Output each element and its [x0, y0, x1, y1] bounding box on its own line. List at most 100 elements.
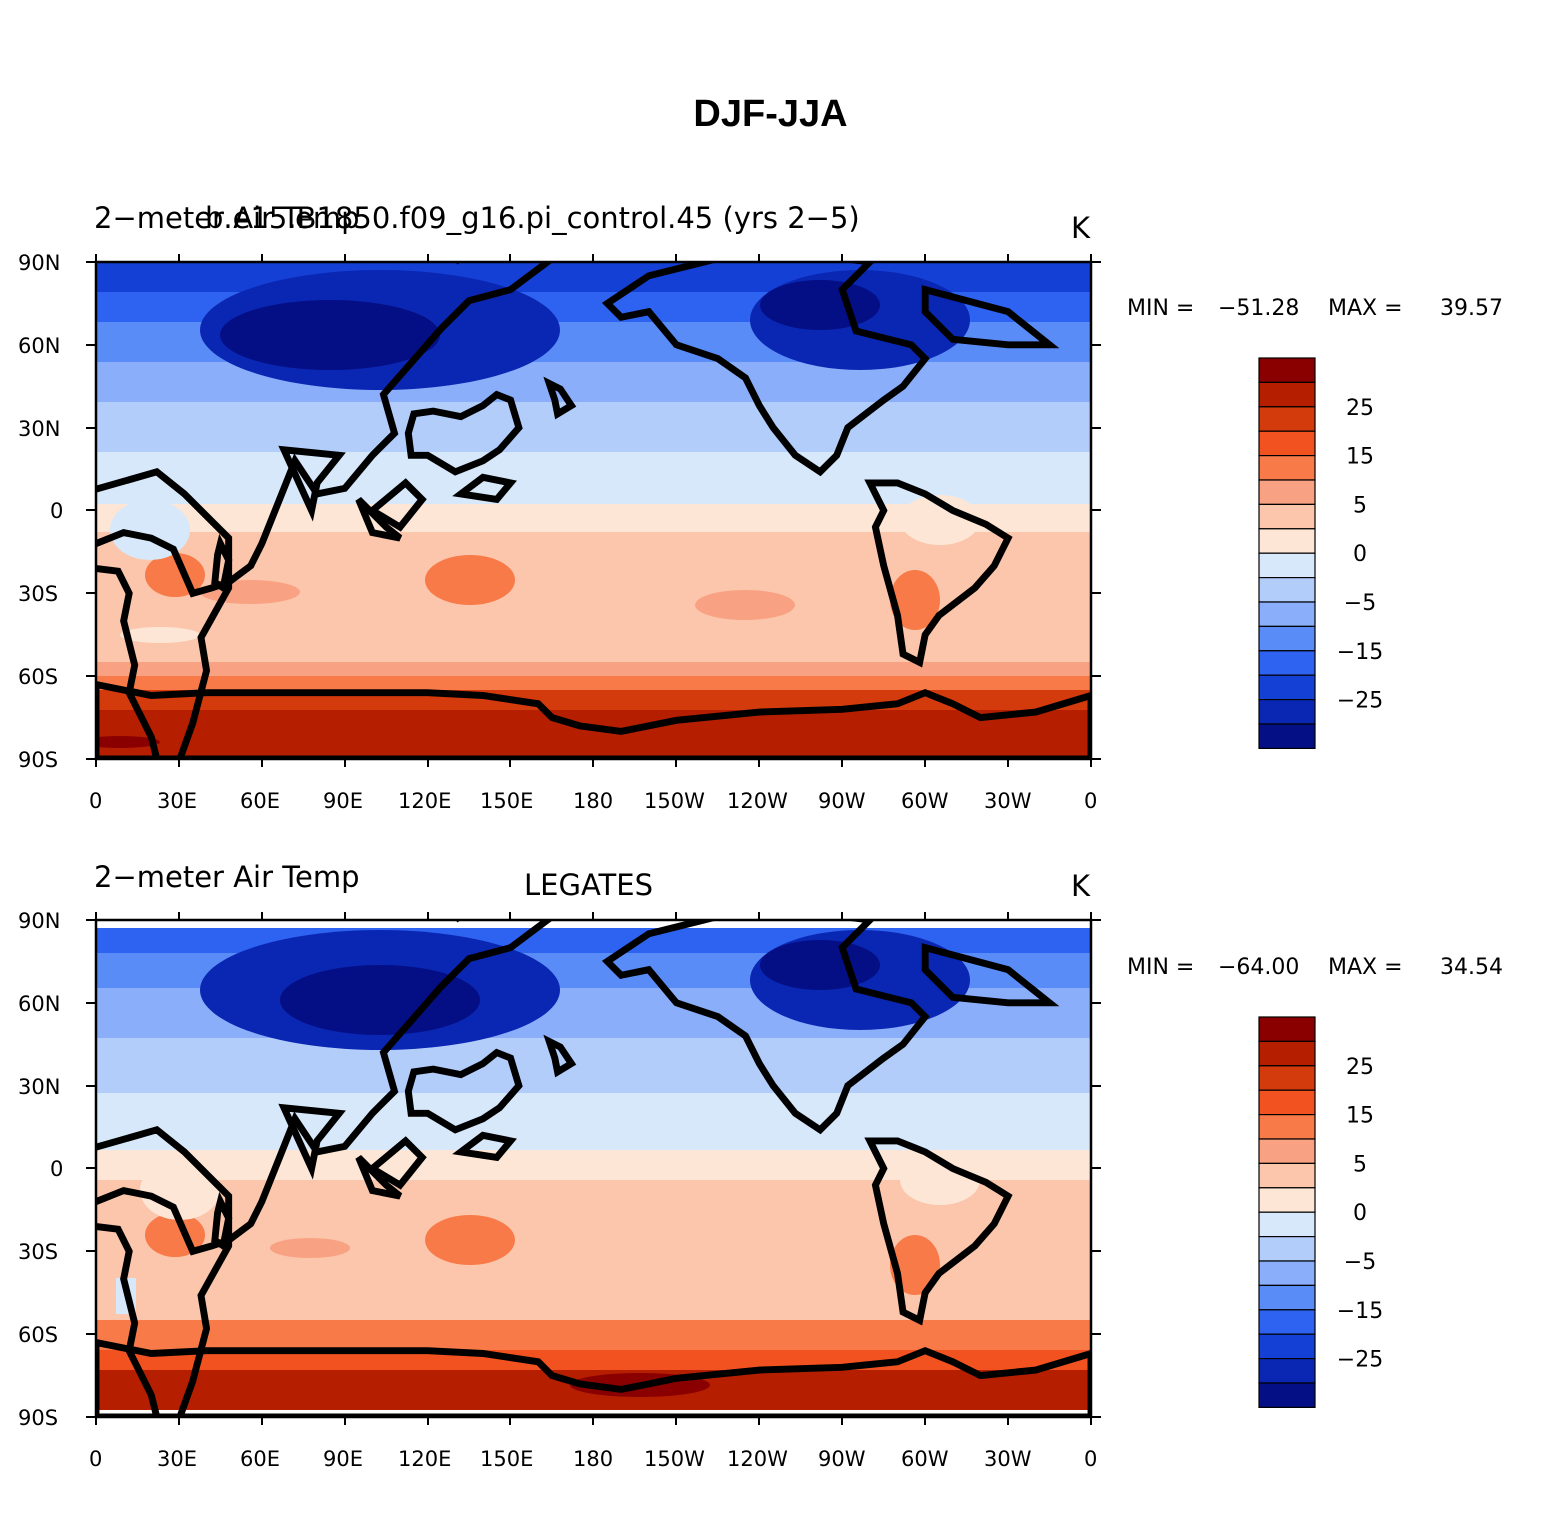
lon-label: 30E [157, 1447, 197, 1471]
panel2-min-value: −64.00 [1218, 955, 1300, 980]
colorbar-swatch [1258, 1162, 1316, 1189]
panel1-case-title: b.e15.B1850.f09_g16.pi_control.45 (yrs 2… [205, 201, 860, 235]
colorbar-label: 5 [1353, 1152, 1367, 1177]
temperature-field [96, 920, 1091, 1417]
map-panel-model [86, 254, 1101, 767]
colorbar-swatch [1258, 576, 1316, 603]
axis-ticks [86, 254, 1101, 767]
colorbar-swatch [1258, 601, 1316, 627]
lon-label: 120W [727, 1447, 788, 1471]
colorbar-label: 15 [1346, 1104, 1374, 1129]
colorbar-label: 25 [1346, 396, 1374, 421]
colorbar-swatch [1258, 1333, 1316, 1360]
lon-label: 60E [240, 1447, 280, 1471]
colorbar-swatch [1258, 698, 1316, 725]
panel1-max-value: 39.57 [1440, 296, 1503, 321]
colorbar-swatch [1258, 625, 1316, 652]
colorbar-swatch [1258, 406, 1316, 432]
lat-label: 30S [18, 1240, 59, 1264]
lon-label: 30W [984, 789, 1032, 813]
lon-label: 0 [89, 1447, 103, 1471]
lon-label: 120E [398, 789, 452, 813]
lon-label: 0 [1084, 789, 1098, 813]
lat-label: 30N [18, 1075, 61, 1099]
colorbar-swatch [1258, 1089, 1316, 1116]
colorbar-swatch [1258, 1309, 1316, 1335]
colorbar-swatch [1258, 430, 1316, 457]
colorbar-label: −15 [1337, 1299, 1383, 1324]
lon-label: 150E [480, 1447, 534, 1471]
colorbar-swatch [1258, 381, 1316, 408]
lat-label: 60S [18, 665, 59, 689]
lon-label: 180 [573, 789, 614, 813]
lat-label: 30S [18, 582, 59, 606]
colorbar-swatch [1258, 674, 1316, 701]
colorbar-label: −25 [1337, 689, 1383, 714]
lat-label: 90S [18, 748, 59, 772]
lon-label: 150W [644, 1447, 705, 1471]
colorbar-swatch [1258, 503, 1316, 530]
colorbar-label: 25 [1346, 1055, 1374, 1080]
colorbar-label: −15 [1337, 640, 1383, 665]
colorbar-swatch [1258, 1382, 1316, 1408]
colorbar-swatch [1258, 723, 1316, 749]
lon-label: 60W [901, 789, 949, 813]
lon-label: 120W [727, 789, 788, 813]
colorbar-swatch [1258, 1187, 1316, 1213]
colorbar-obs: 25 15 5 0 −5 −15 −25 [1258, 1016, 1383, 1408]
colorbar-swatch [1258, 650, 1316, 676]
lat-label: 90S [18, 1406, 59, 1430]
lat-label: 60N [18, 334, 61, 358]
lat-label: 90N [18, 909, 61, 933]
lat-label: 0 [50, 1157, 64, 1181]
lat-label: 60N [18, 992, 61, 1016]
panel1-variable-title: 2−meter Air Temp [94, 201, 360, 235]
lon-label: 30E [157, 789, 197, 813]
colorbar-swatch [1258, 1284, 1316, 1311]
colorbar-swatch [1258, 552, 1316, 579]
colorbar-swatch [1258, 357, 1316, 383]
panel1-units: K [1071, 211, 1091, 245]
colorbar-swatch [1258, 1016, 1316, 1042]
lon-label: 30W [984, 1447, 1032, 1471]
colorbar-swatch [1258, 1260, 1316, 1286]
colorbar-swatch [1258, 1113, 1316, 1140]
colorbar-swatch [1258, 1357, 1316, 1384]
lon-label: 0 [1084, 1447, 1098, 1471]
colorbar-label: −25 [1337, 1348, 1383, 1373]
lon-label: 0 [89, 789, 103, 813]
axis-ticks [86, 912, 1101, 1425]
colorbar-label: −5 [1344, 591, 1376, 616]
colorbar-model: 25 15 5 0 −5 −15 −25 [1258, 357, 1383, 749]
lon-label: 60E [240, 789, 280, 813]
lon-label: 120E [398, 1447, 452, 1471]
panel2-units: K [1071, 869, 1091, 903]
lat-label: 60S [18, 1323, 59, 1347]
colorbar-label: 5 [1353, 493, 1367, 518]
colorbar-swatch [1258, 1040, 1316, 1067]
colorbar-label: −5 [1344, 1250, 1376, 1275]
lat-label: 90N [18, 251, 61, 275]
temperature-field [96, 262, 1091, 759]
colorbar-label: 0 [1353, 1201, 1367, 1226]
colorbar-swatch [1258, 528, 1316, 554]
lat-label: 0 [50, 499, 64, 523]
panel2-min-label: MIN = [1127, 955, 1195, 980]
lon-label: 150W [644, 789, 705, 813]
colorbar-swatch [1258, 1138, 1316, 1164]
lon-label: 90W [818, 789, 866, 813]
colorbar-label: 0 [1353, 542, 1367, 567]
colorbar-swatch [1258, 1065, 1316, 1091]
colorbar-swatch [1258, 1211, 1316, 1238]
map-panel-obs [86, 912, 1101, 1425]
panel2-variable-title: 2−meter Air Temp [94, 860, 360, 894]
lon-label: 90W [818, 1447, 866, 1471]
panel1-max-label: MAX = [1328, 296, 1403, 321]
lon-label: 180 [573, 1447, 614, 1471]
panel1-min-label: MIN = [1127, 296, 1195, 321]
lon-label: 90E [323, 1447, 363, 1471]
panel2-max-value: 34.54 [1440, 955, 1503, 980]
lat-label: 30N [18, 417, 61, 441]
panel1-min-value: −51.28 [1218, 296, 1300, 321]
